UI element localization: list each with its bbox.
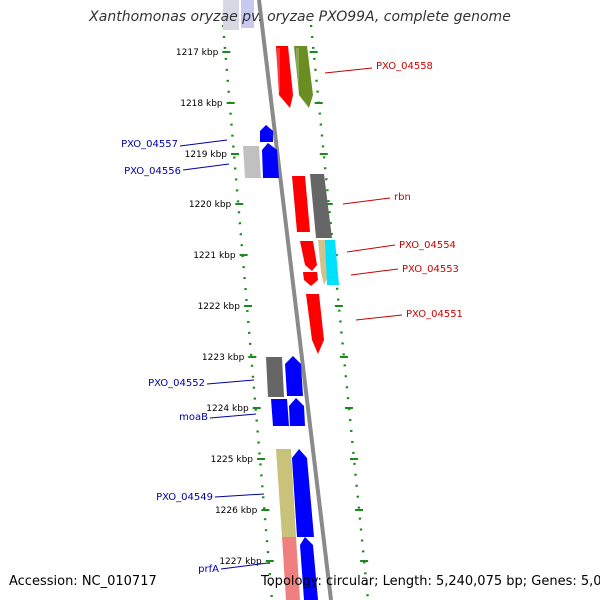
label-leader-line [214,493,265,498]
label-leader-line [355,314,403,321]
gene-rbn[interactable] [310,174,332,238]
tick-label: 1225 kbp [211,455,254,465]
tick-label: 1220 kbp [189,200,232,210]
tick-label: 1219 kbp [185,150,228,160]
tick-label: 1224 kbp [206,404,249,414]
label-leader-line [179,139,228,147]
tick-label: 1218 kbp [180,99,223,109]
gene-pxo-04551[interactable] [306,294,324,354]
gene-label[interactable]: PXO_04554 [399,240,456,251]
gene-label[interactable]: prfA [198,564,219,575]
tick-label: 1223 kbp [202,353,245,363]
label-leader-line [206,379,255,385]
gene-rbn-red[interactable] [292,176,310,232]
gene-label[interactable]: PXO_04557 [121,139,178,150]
tick-label: 1217 kbp [176,48,219,58]
gene-pxo-04557[interactable] [260,125,273,142]
label-leader-line [324,67,373,74]
gene-pxo-04552-gray[interactable] [266,357,284,397]
backbone-layer [257,0,333,600]
gene-pxo-04558-highlight [296,48,299,92]
gene-red-04558a-highlight [277,48,280,92]
gene-moab-a[interactable] [271,399,289,426]
tick-label: 1221 kbp [193,251,236,261]
gene-pxo-04553[interactable] [325,240,339,285]
label-leader-line [220,562,269,570]
gene-pxo-04549[interactable] [276,449,296,537]
gene-label[interactable]: PXO_04552 [148,378,205,389]
gene-label[interactable]: PXO_04551 [406,309,463,320]
gene-pxo-04552[interactable] [285,356,303,396]
gene-prfa-blue[interactable] [300,537,318,600]
genome-backbone [257,0,333,600]
gene-layer [223,0,339,600]
map-title: Xanthomonas oryzae pv. oryzae PXO99A, co… [89,9,511,25]
gene-pxo-04556-gray[interactable] [243,146,261,178]
gene-faded-1[interactable] [223,0,239,30]
gene-pxo-04549-blue[interactable] [292,449,314,537]
gene-pxo-04558[interactable] [294,46,313,108]
genome-summary: Topology: circular; Length: 5,240,075 bp… [261,574,600,589]
label-leader-line [342,197,391,205]
tick-layer: 1217 kbp 1218 kbp 1219 kbp 1220 kbp 1221 kbp… [176,24,370,600]
gene-label[interactable]: PXO_04556 [124,166,181,177]
gene-faded-2[interactable] [241,0,254,28]
gene-pxo-04554-red[interactable] [300,241,317,271]
label-leader-line [346,244,396,253]
gene-moab[interactable] [289,398,305,426]
gene-prfa[interactable] [282,537,300,600]
label-leader-line [350,268,399,276]
gene-label[interactable]: PXO_04553 [402,264,459,275]
gene-label[interactable]: rbn [394,192,411,203]
tick-label: 1227 kbp [219,557,262,567]
label-leader-line [182,163,230,171]
gene-label[interactable]: moaB [179,412,208,423]
tick-label: 1226 kbp [215,506,258,516]
gene-pxo-04556[interactable] [262,143,279,178]
gene-pxo-04553-red[interactable] [303,272,318,286]
gene-label[interactable]: PXO_04549 [156,492,213,503]
gene-label[interactable]: PXO_04558 [376,61,433,72]
gene-red-04558a[interactable] [276,46,293,108]
label-leader-line [209,413,257,419]
tick-label: 1222 kbp [198,302,241,312]
accession-text: Accession: NC_010717 [9,574,157,589]
